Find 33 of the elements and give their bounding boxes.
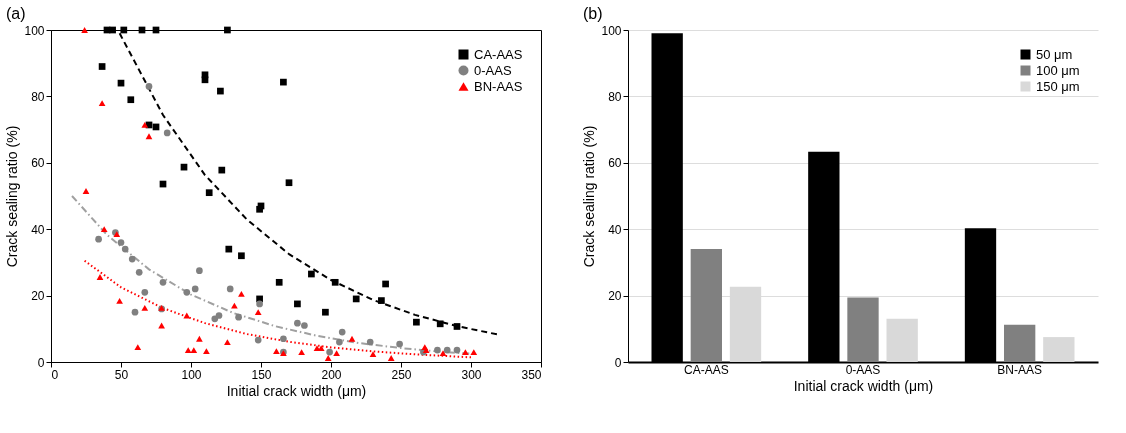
x-axis-title: Initial crack width (μm) (793, 377, 934, 394)
x-tick-label: 200 (321, 367, 342, 382)
y-tick-label: 100 (601, 23, 622, 38)
x-tick-label: CA-AAS (683, 362, 729, 377)
legend-label: 0-AAS (474, 62, 512, 78)
legend-label: 150 μm (1036, 78, 1080, 94)
x-tick-label: 50 (114, 367, 129, 382)
y-tick-label: 40 (608, 222, 622, 237)
chart-title: (a) (5, 5, 26, 22)
chart-title: (b) (582, 5, 603, 22)
x-tick-label: 350 (521, 367, 542, 382)
y-tick-label: 40 (31, 222, 45, 237)
legend-label: BN-AAS (474, 78, 523, 94)
y-tick-label: 80 (608, 89, 622, 104)
x-tick-label: 300 (461, 367, 482, 382)
y-axis-title: Crack sealing ratio (%) (581, 125, 598, 268)
y-axis-title: Crack sealing ratio (%) (4, 125, 21, 268)
x-tick-label: 0-AAS (845, 362, 881, 377)
y-tick-label: 20 (608, 289, 622, 304)
y-tick-label: 100 (24, 23, 45, 38)
x-tick-label: 0 (51, 367, 59, 382)
x-tick-label: 250 (391, 367, 412, 382)
legend-label: 100 μm (1036, 62, 1080, 78)
legend-label: CA-AAS (474, 46, 523, 62)
x-tick-label: BN-AAS (997, 362, 1043, 377)
legend-label: 50 μm (1036, 46, 1073, 62)
x-tick-label: 150 (251, 367, 272, 382)
y-tick-label: 80 (31, 89, 45, 104)
y-tick-label: 60 (31, 156, 45, 171)
x-tick-label: 100 (181, 367, 202, 382)
y-tick-label: 60 (608, 156, 622, 171)
y-tick-label: 20 (31, 289, 45, 304)
x-axis-title: Initial crack width (μm) (226, 382, 367, 399)
